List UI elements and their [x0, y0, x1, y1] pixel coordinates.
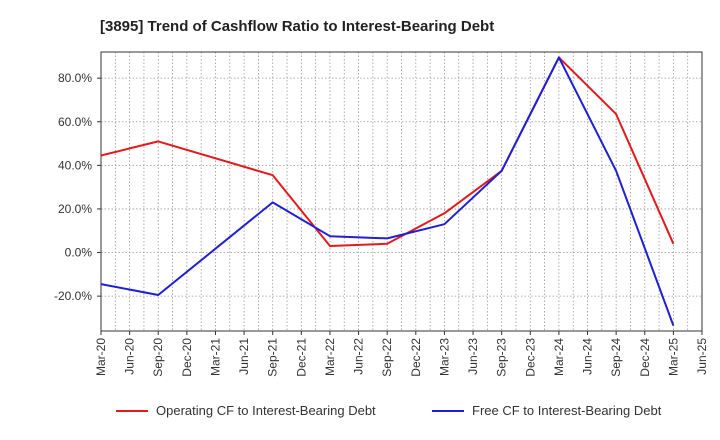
legend-label-1: Operating CF to Interest-Bearing Debt: [156, 403, 376, 418]
y-tick-label: 60.0%: [58, 115, 92, 129]
grid: [101, 52, 702, 331]
x-tick-label: Dec-21: [294, 338, 308, 377]
x-tick-label: Jun-22: [352, 338, 366, 375]
x-tick-label: Dec-22: [409, 338, 423, 377]
x-tick-label: Sep-20: [151, 338, 165, 377]
x-tick-label: Jun-25: [695, 338, 709, 375]
legend: Operating CF to Interest-Bearing Debt Fre…: [116, 403, 662, 418]
x-tick-label: Sep-22: [380, 338, 394, 377]
x-tick-label: Sep-21: [266, 338, 280, 377]
x-tick-label: Mar-24: [552, 338, 566, 376]
plot-area: [100, 51, 703, 332]
x-tick-label: Dec-23: [523, 338, 537, 377]
y-tick-label: 80.0%: [58, 71, 92, 85]
x-tick-label: Mar-20: [94, 338, 108, 376]
x-tick-label: Jun-20: [123, 338, 137, 375]
x-tick-label: Mar-21: [208, 338, 222, 376]
series-line-1: [100, 56, 675, 247]
x-tick-label: Dec-20: [180, 338, 194, 377]
y-tick-label: 20.0%: [58, 202, 92, 216]
series-lines: [100, 56, 675, 326]
y-tick-label: 40.0%: [58, 158, 92, 172]
series-line-2: [100, 56, 675, 326]
x-tick-label: Jun-23: [466, 338, 480, 375]
y-tick-label: 0.0%: [65, 246, 93, 260]
x-tick-label: Mar-23: [437, 338, 451, 376]
x-tick-label: Sep-23: [495, 338, 509, 377]
x-tick-label: Sep-24: [609, 338, 623, 377]
x-tick-label: Mar-22: [323, 338, 337, 376]
x-tick-label: Jun-21: [237, 338, 251, 375]
axes: -20.0% 0.0% 20.0% 40.0% 60.0% 80.0% Mar-20 Jun-…: [54, 51, 709, 377]
legend-label-2: Free CF to Interest-Bearing Debt: [472, 403, 662, 418]
y-tick-label: -20.0%: [54, 289, 92, 303]
x-tick-label: Mar-25: [666, 338, 680, 376]
x-tick-label: Jun-24: [581, 338, 595, 375]
chart-title: [3895] Trend of Cashflow Ratio to Intere…: [100, 18, 494, 35]
x-tick-label: Dec-24: [638, 338, 652, 377]
